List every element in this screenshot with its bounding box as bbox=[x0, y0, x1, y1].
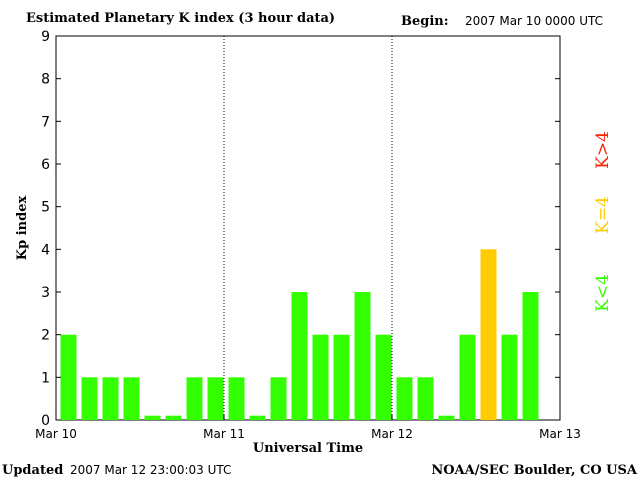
y-tick-label: 7 bbox=[41, 114, 50, 130]
y-tick-label: 3 bbox=[41, 285, 50, 301]
kp-bar bbox=[165, 415, 182, 420]
kp-bar bbox=[81, 377, 98, 420]
kp-bar bbox=[207, 377, 224, 420]
y-tick-label: 1 bbox=[41, 370, 50, 386]
kp-bar bbox=[123, 377, 140, 420]
chart-title: Estimated Planetary K index (3 hour data… bbox=[26, 11, 335, 26]
kp-bar bbox=[438, 415, 455, 420]
y-tick-label: 6 bbox=[41, 157, 50, 173]
kp-bar bbox=[270, 377, 287, 420]
kp-bar bbox=[501, 334, 518, 420]
updated-value: 2007 Mar 12 23:00:03 UTC bbox=[70, 463, 231, 477]
x-tick-label: Mar 11 bbox=[203, 427, 245, 441]
kp-bar bbox=[312, 334, 329, 420]
x-tick-label: Mar 13 bbox=[539, 427, 581, 441]
x-axis-label: Universal Time bbox=[253, 441, 363, 456]
legend-k-less-4: K<4 bbox=[593, 274, 613, 312]
kp-bar bbox=[333, 334, 350, 420]
updated-label: Updated bbox=[2, 463, 63, 478]
kp-bar bbox=[522, 292, 539, 420]
kp-bar bbox=[417, 377, 434, 420]
begin-label: Begin: bbox=[401, 14, 449, 29]
kp-bar bbox=[291, 292, 308, 420]
y-axis-label: Kp index bbox=[15, 196, 30, 261]
kp-bar bbox=[354, 292, 371, 420]
y-tick-label: 8 bbox=[41, 72, 50, 88]
day-separators bbox=[223, 36, 393, 420]
y-tick-label: 2 bbox=[41, 328, 50, 344]
kp-bar bbox=[186, 377, 203, 420]
kp-bar bbox=[249, 415, 266, 420]
legend-k-equal-4: K=4 bbox=[593, 196, 613, 234]
kp-bar bbox=[375, 334, 392, 420]
plot-area bbox=[55, 35, 561, 421]
y-tick-label: 5 bbox=[41, 200, 50, 216]
y-tick-label: 9 bbox=[41, 29, 50, 45]
kp-bar bbox=[480, 249, 497, 420]
begin-value: 2007 Mar 10 0000 UTC bbox=[465, 14, 603, 28]
y-axis: 0 1 2 3 4 5 6 7 8 9 bbox=[41, 29, 560, 429]
kp-bar bbox=[228, 377, 245, 420]
kp-bar bbox=[102, 377, 119, 420]
x-tick-label: Mar 10 bbox=[35, 427, 77, 441]
kp-bar bbox=[144, 415, 161, 420]
legend-k-greater-4: K>4 bbox=[593, 131, 613, 169]
kp-bar bbox=[396, 377, 413, 420]
y-tick-label: 4 bbox=[41, 242, 50, 258]
credit: NOAA/SEC Boulder, CO USA bbox=[431, 463, 638, 478]
x-tick-label: Mar 12 bbox=[371, 427, 413, 441]
y-tick-label: 0 bbox=[41, 413, 50, 429]
kp-bar bbox=[459, 334, 476, 420]
bar-series bbox=[60, 249, 539, 420]
kp-bar bbox=[60, 334, 77, 420]
x-axis: Mar 10 Mar 11 Mar 12 Mar 13 bbox=[35, 414, 581, 441]
